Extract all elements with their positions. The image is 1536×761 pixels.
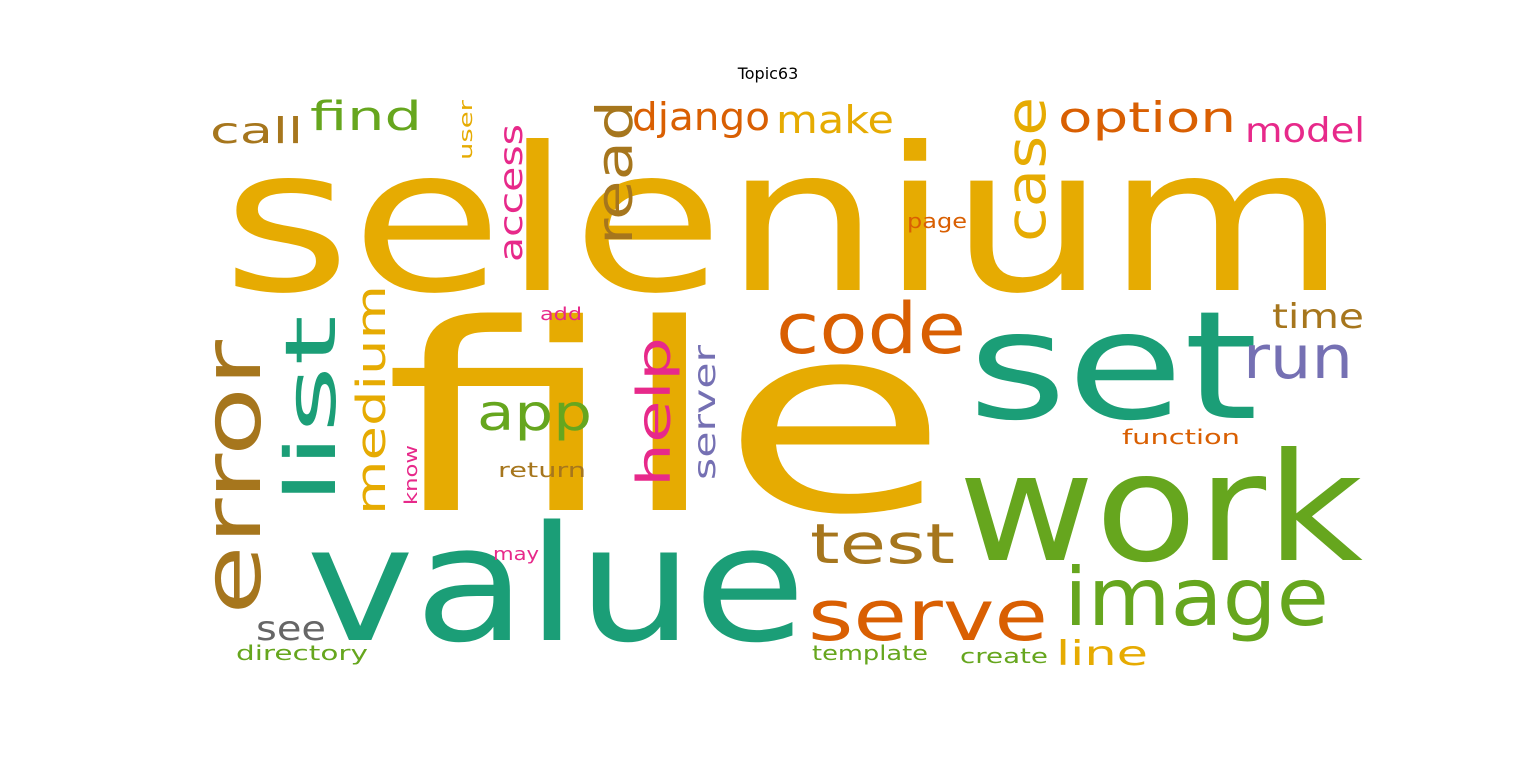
cloud-word-option: option — [1058, 93, 1236, 142]
cloud-word-app: app — [477, 384, 592, 442]
cloud-word-work: work — [958, 422, 1363, 596]
cloud-word-list: list — [270, 315, 352, 505]
cloud-word-see: see — [256, 609, 326, 649]
cloud-word-access: access — [492, 124, 530, 262]
cloud-word-help: help — [627, 337, 681, 487]
cloud-word-run: run — [1243, 323, 1353, 393]
cloud-word-read: read — [586, 100, 644, 245]
cloud-word-time: time — [1272, 297, 1364, 337]
cloud-word-django: django — [632, 95, 770, 139]
cloud-word-may: may — [493, 544, 539, 565]
cloud-word-case: case — [994, 97, 1058, 242]
cloud-word-set: set — [968, 280, 1258, 454]
cloud-word-file: file — [384, 270, 949, 572]
cloud-word-page: page — [907, 209, 967, 233]
cloud-word-return: return — [498, 458, 586, 482]
cloud-word-test: test — [810, 512, 955, 576]
cloud-word-function: function — [1122, 425, 1240, 449]
cloud-word-directory: directory — [236, 641, 368, 665]
cloud-word-line: line — [1056, 634, 1148, 674]
cloud-word-make: make — [776, 98, 894, 142]
cloud-word-know: know — [401, 445, 422, 505]
cloud-word-model: model — [1245, 111, 1365, 151]
cloud-word-add: add — [540, 304, 582, 325]
cloud-word-code: code — [776, 288, 966, 370]
figure-title: Topic63 — [737, 64, 799, 83]
cloud-word-call: call — [210, 111, 303, 152]
cloud-word-value: value — [306, 491, 806, 678]
cloud-word-selenium: selenium — [222, 105, 1347, 338]
cloud-word-template: template — [812, 641, 928, 665]
cloud-word-user: user — [456, 99, 477, 160]
cloud-word-image: image — [1064, 551, 1329, 644]
cloud-word-create: create — [960, 644, 1048, 668]
cloud-word-server: server — [688, 344, 723, 480]
cloud-word-medium: medium — [349, 285, 395, 515]
cloud-word-find: find — [310, 94, 422, 140]
cloud-word-error: error — [186, 340, 279, 615]
cloud-word-serve: serve — [808, 575, 1048, 657]
